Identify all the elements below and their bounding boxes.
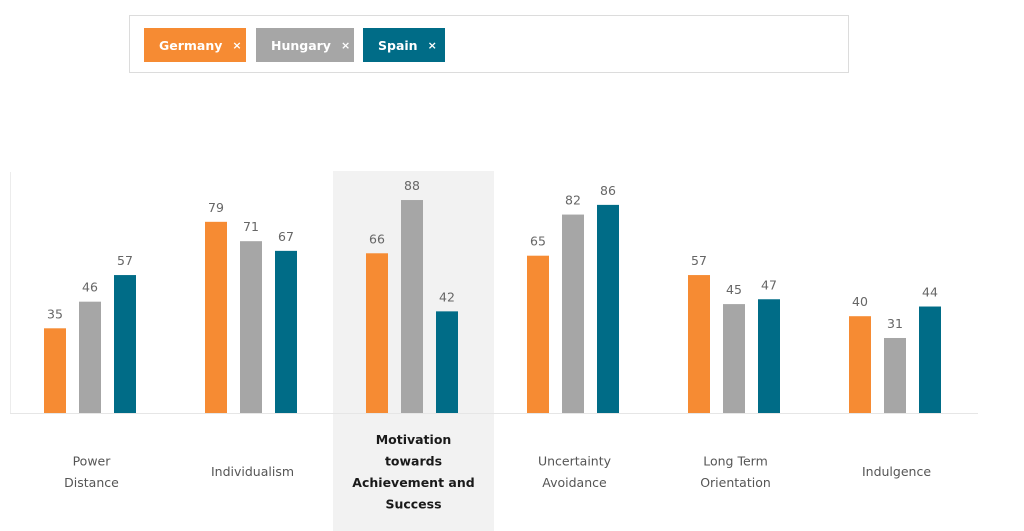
close-icon[interactable]: × bbox=[340, 38, 351, 52]
bar-hungary-5 bbox=[884, 337, 906, 413]
filter-chip-label: Hungary bbox=[271, 37, 331, 53]
data-label-hungary-5: 31 bbox=[887, 316, 903, 331]
data-label-spain-2: 42 bbox=[439, 289, 455, 304]
data-label-hungary-0: 46 bbox=[82, 280, 98, 295]
bar-spain-1 bbox=[275, 250, 297, 413]
bar-spain-4 bbox=[758, 299, 780, 413]
category-label-3-line-1: Avoidance bbox=[542, 475, 607, 490]
bar-germany-3 bbox=[527, 255, 549, 413]
category-label-2-line-3: Success bbox=[385, 496, 441, 511]
bar-hungary-0 bbox=[79, 301, 101, 413]
category-label-2-line-0: Motivation bbox=[376, 432, 452, 447]
data-label-germany-3: 65 bbox=[530, 234, 546, 249]
category-label-0-line-0: Power bbox=[73, 453, 112, 468]
bar-hungary-1 bbox=[240, 241, 262, 413]
bar-germany-2 bbox=[366, 253, 388, 413]
bar-spain-5 bbox=[919, 306, 941, 413]
filter-chip-germany[interactable]: Germany × bbox=[144, 28, 246, 62]
data-label-germany-2: 66 bbox=[369, 231, 385, 246]
category-label-5-line-0: Indulgence bbox=[862, 464, 931, 479]
category-label-2-line-1: towards bbox=[385, 453, 442, 468]
filter-chip-spain[interactable]: Spain × bbox=[363, 28, 445, 62]
close-icon[interactable]: × bbox=[232, 38, 242, 52]
data-label-hungary-3: 82 bbox=[565, 193, 581, 208]
category-label-3-line-0: Uncertainty bbox=[538, 453, 612, 468]
bar-hungary-2 bbox=[401, 200, 423, 413]
data-label-germany-5: 40 bbox=[852, 294, 868, 309]
category-label-4-line-1: Orientation bbox=[700, 475, 771, 490]
category-label-2-line-2: Achievement and bbox=[352, 475, 474, 490]
bar-germany-1 bbox=[205, 221, 227, 413]
data-label-germany-4: 57 bbox=[691, 253, 707, 268]
data-label-germany-0: 35 bbox=[47, 306, 63, 321]
close-icon[interactable]: × bbox=[427, 38, 437, 52]
bar-germany-0 bbox=[44, 328, 66, 413]
filter-chip-hungary[interactable]: Hungary × bbox=[256, 28, 354, 62]
bar-germany-4 bbox=[688, 275, 710, 413]
category-label-1-line-0: Individualism bbox=[211, 464, 294, 479]
filter-chip-label: Germany bbox=[159, 37, 223, 53]
data-label-spain-3: 86 bbox=[600, 183, 616, 198]
data-label-hungary-1: 71 bbox=[243, 219, 259, 234]
bar-hungary-4 bbox=[723, 304, 745, 413]
bar-germany-5 bbox=[849, 316, 871, 413]
bar-spain-2 bbox=[436, 311, 458, 413]
data-label-hungary-4: 45 bbox=[726, 282, 742, 297]
filter-chip-label: Spain bbox=[378, 37, 418, 53]
data-label-spain-5: 44 bbox=[922, 285, 938, 300]
bar-spain-0 bbox=[114, 275, 136, 413]
category-label-0-line-1: Distance bbox=[64, 475, 119, 490]
data-label-germany-1: 79 bbox=[208, 200, 224, 215]
bar-spain-3 bbox=[597, 204, 619, 413]
data-label-spain-0: 57 bbox=[117, 253, 133, 268]
bar-hungary-3 bbox=[562, 214, 584, 413]
data-label-spain-1: 67 bbox=[278, 229, 294, 244]
data-label-hungary-2: 88 bbox=[404, 178, 420, 193]
data-label-spain-4: 47 bbox=[761, 277, 777, 292]
country-filter-bar: Germany × Hungary × Spain × bbox=[129, 15, 849, 73]
category-label-4-line-0: Long Term bbox=[703, 453, 768, 468]
